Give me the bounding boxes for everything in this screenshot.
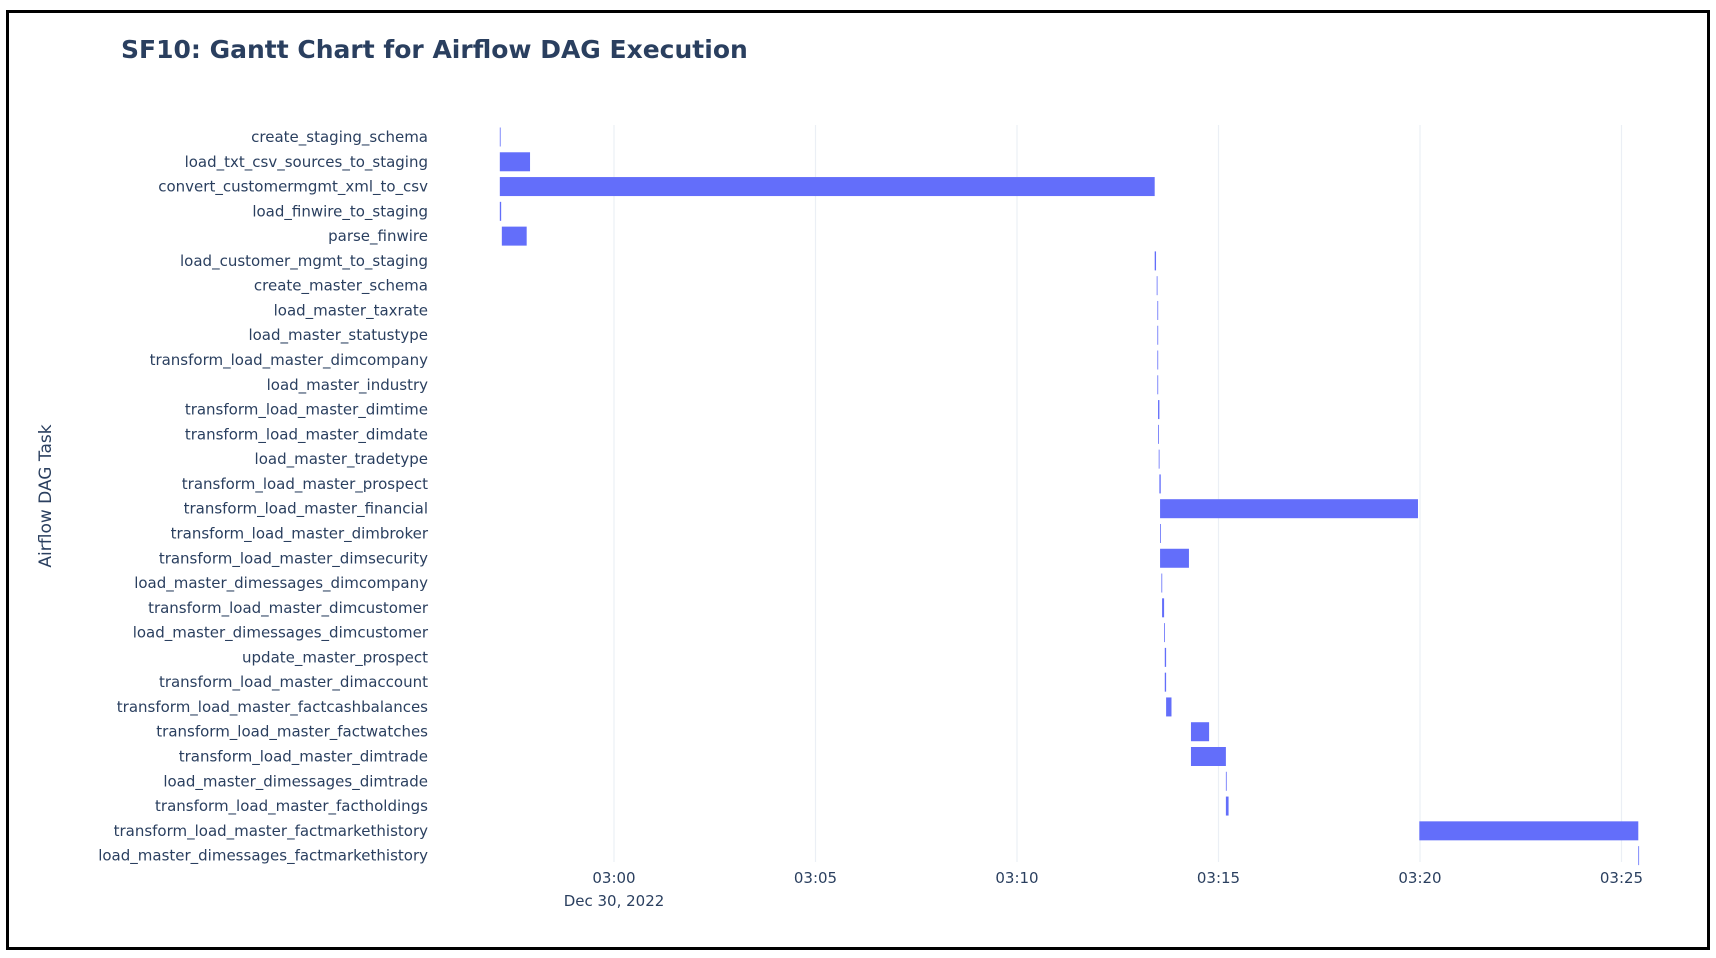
x-tick-label: 03:20 bbox=[1398, 869, 1441, 887]
y-tick-label: load_customer_mgmt_to_staging bbox=[180, 252, 428, 271]
task-bar bbox=[1164, 623, 1165, 643]
chart-title: SF10: Gantt Chart for Airflow DAG Execut… bbox=[121, 35, 748, 64]
task-bar bbox=[1166, 697, 1172, 717]
y-tick-label: transform_load_master_factmarkethistory bbox=[114, 822, 429, 841]
x-tick-label: 03:00 bbox=[592, 869, 635, 887]
x-axis-date-label: Dec 30, 2022 bbox=[564, 892, 665, 910]
task-bar bbox=[1159, 474, 1161, 494]
y-tick-label: load_master_industry bbox=[267, 376, 429, 395]
task-bar bbox=[1157, 325, 1159, 345]
x-tick-label: 03:25 bbox=[1600, 869, 1643, 887]
y-tick-label: transform_load_master_prospect bbox=[182, 475, 428, 494]
x-tick-label: 03:10 bbox=[995, 869, 1038, 887]
x-tick-label: 03:05 bbox=[794, 869, 837, 887]
task-bar bbox=[1225, 796, 1229, 816]
task-bar bbox=[1156, 276, 1158, 296]
task-bar bbox=[1419, 821, 1639, 841]
y-axis-title: Airflow DAG Task bbox=[36, 424, 56, 567]
y-tick-label: load_master_taxrate bbox=[274, 301, 428, 320]
x-tick-labels: 03:00 03:05 03:10 03:15 03:20 03:25 bbox=[592, 869, 1643, 887]
task-bar bbox=[1638, 846, 1640, 866]
task-bar bbox=[501, 226, 527, 246]
y-tick-label: load_master_dimessages_dimtrade bbox=[163, 772, 428, 791]
task-bar bbox=[499, 201, 502, 221]
y-tick-label: parse_finwire bbox=[328, 227, 428, 246]
y-tick-label: transform_load_master_financial bbox=[184, 500, 428, 519]
task-bar bbox=[1160, 523, 1161, 543]
task-bar bbox=[1154, 251, 1157, 271]
task-bar bbox=[1225, 771, 1227, 791]
task-bar bbox=[499, 177, 1155, 197]
y-tick-label: transform_load_master_dimcompany bbox=[150, 351, 429, 370]
task-bar bbox=[1157, 350, 1159, 370]
y-tick-label: transform_load_master_dimsecurity bbox=[159, 549, 428, 568]
task-bar bbox=[1161, 573, 1163, 593]
y-tick-label: convert_customermgmt_xml_to_csv bbox=[158, 178, 428, 197]
y-tick-label: transform_load_master_dimcustomer bbox=[148, 599, 429, 618]
y-tick-label: load_finwire_to_staging bbox=[252, 202, 428, 221]
y-tick-label: transform_load_master_dimbroker bbox=[171, 524, 429, 543]
task-bar bbox=[1162, 598, 1165, 618]
y-tick-label: create_master_schema bbox=[254, 277, 428, 296]
task-bars bbox=[499, 127, 1640, 866]
task-bar bbox=[499, 127, 501, 147]
task-bar bbox=[1158, 449, 1160, 469]
y-tick-label: create_staging_schema bbox=[251, 128, 428, 147]
y-tick-label: load_master_tradetype bbox=[255, 450, 428, 469]
y-tick-label: transform_load_master_dimtrade bbox=[179, 748, 428, 767]
task-bar bbox=[499, 152, 531, 172]
y-tick-label: load_master_dimessages_dimcustomer bbox=[133, 624, 429, 643]
task-bar bbox=[1158, 400, 1160, 420]
task-bar bbox=[1164, 647, 1167, 667]
task-bar bbox=[1160, 548, 1189, 568]
chart-frame bbox=[6, 10, 1710, 950]
task-bar bbox=[1160, 499, 1418, 519]
task-bar bbox=[1157, 375, 1159, 395]
y-tick-label: load_master_dimessages_factmarkethistory bbox=[98, 847, 428, 866]
x-gridlines bbox=[613, 125, 1623, 862]
y-tick-label: load_txt_csv_sources_to_staging bbox=[185, 153, 428, 172]
task-bar bbox=[1164, 672, 1167, 692]
y-tick-label: transform_load_master_factcashbalances bbox=[117, 698, 428, 717]
y-tick-label: transform_load_master_factwatches bbox=[156, 723, 428, 742]
y-tick-label: transform_load_master_dimdate bbox=[185, 425, 428, 444]
task-bar bbox=[1190, 722, 1210, 742]
y-tick-label: update_master_prospect bbox=[242, 648, 428, 667]
y-tick-label: load_master_dimessages_dimcompany bbox=[134, 574, 428, 593]
task-bar bbox=[1157, 300, 1159, 320]
y-tick-label: transform_load_master_dimtime bbox=[185, 401, 428, 420]
y-tick-labels: create_staging_schema load_txt_csv_source… bbox=[98, 128, 429, 866]
y-tick-label: transform_load_master_dimaccount bbox=[159, 673, 428, 692]
y-tick-label: transform_load_master_factholdings bbox=[155, 797, 428, 816]
x-tick-label: 03:15 bbox=[1197, 869, 1240, 887]
task-bar bbox=[1190, 747, 1226, 766]
task-bar bbox=[1158, 424, 1159, 444]
y-tick-label: load_master_statustype bbox=[248, 326, 428, 345]
